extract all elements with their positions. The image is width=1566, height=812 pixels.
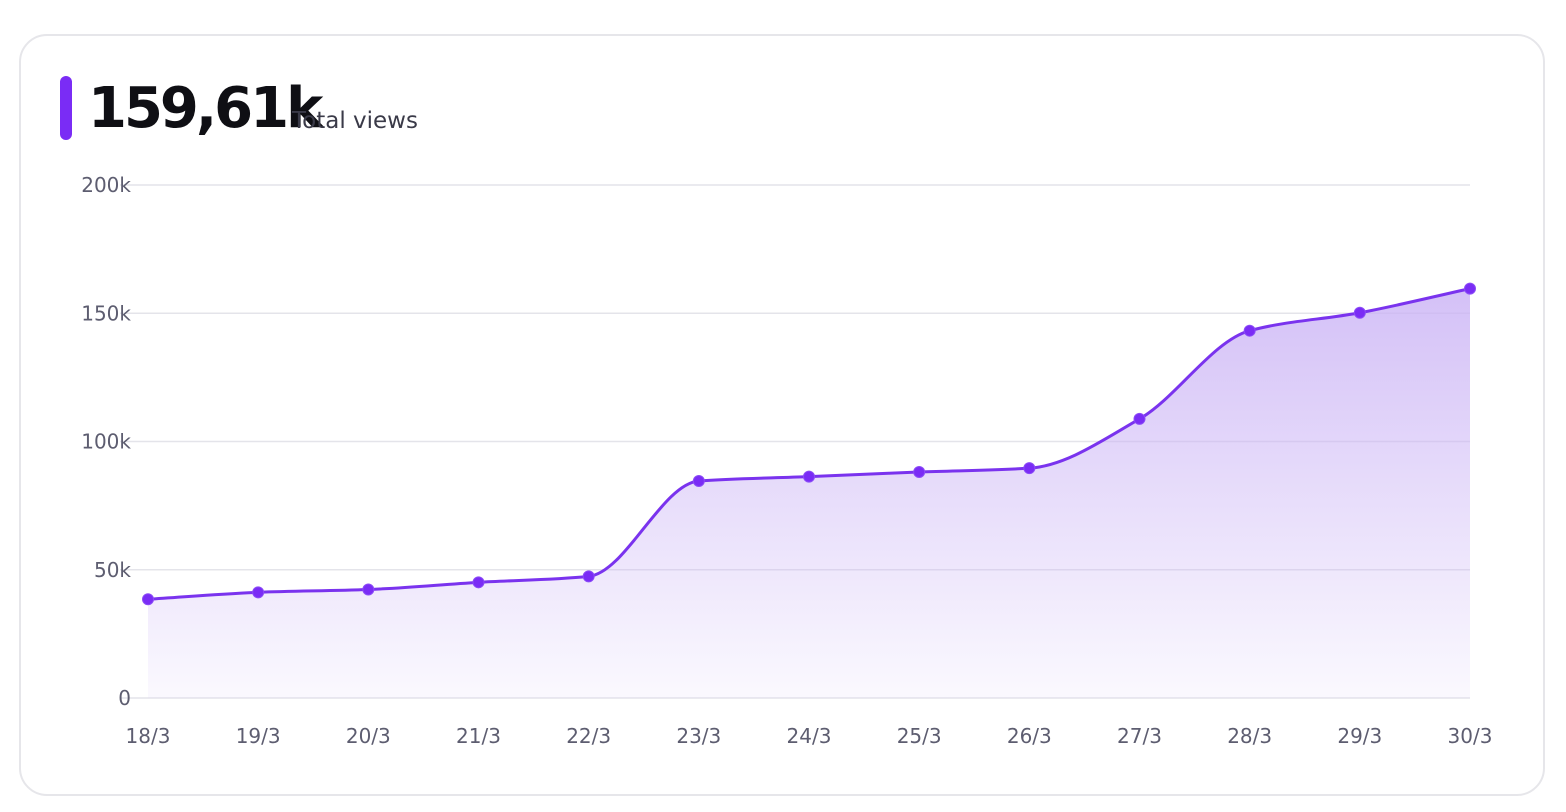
x-tick-label: 21/3 xyxy=(456,724,501,748)
x-tick-label: 22/3 xyxy=(566,724,611,748)
data-point[interactable] xyxy=(1464,282,1476,295)
data-point[interactable] xyxy=(142,593,154,606)
x-tick-label: 24/3 xyxy=(787,724,832,748)
x-tick-label: 27/3 xyxy=(1117,724,1162,748)
data-point[interactable] xyxy=(1353,306,1366,319)
data-point[interactable] xyxy=(1023,462,1036,475)
data-point[interactable] xyxy=(362,583,375,596)
data-point[interactable] xyxy=(472,576,485,589)
data-point[interactable] xyxy=(1243,324,1256,337)
y-axis-ticks: 0 50k 100k 150k 200k xyxy=(81,173,131,710)
data-point[interactable] xyxy=(692,475,705,488)
y-tick-label: 0 xyxy=(118,686,131,710)
total-views-label: Total views xyxy=(292,108,418,134)
series-area xyxy=(148,288,1470,698)
data-point[interactable] xyxy=(803,470,815,483)
data-point[interactable] xyxy=(1133,412,1146,425)
x-tick-label: 18/3 xyxy=(126,724,171,748)
x-tick-label: 23/3 xyxy=(676,724,721,748)
data-point[interactable] xyxy=(582,570,595,583)
x-axis-ticks: 18/3 19/3 20/3 21/3 22/3 23/3 24/3 25/3 26/3 27/3… xyxy=(126,724,1493,748)
accent-bar xyxy=(60,76,72,140)
total-views-value: 159,61k xyxy=(88,76,323,141)
x-tick-label: 26/3 xyxy=(1007,724,1052,748)
x-tick-label: 29/3 xyxy=(1337,724,1382,748)
x-tick-label: 20/3 xyxy=(346,724,391,748)
x-tick-label: 25/3 xyxy=(897,724,942,748)
x-tick-label: 30/3 xyxy=(1448,724,1493,748)
x-tick-label: 28/3 xyxy=(1227,724,1272,748)
y-tick-label: 200k xyxy=(81,173,131,197)
x-tick-label: 19/3 xyxy=(236,724,281,748)
data-points xyxy=(142,282,1476,606)
y-tick-label: 50k xyxy=(94,558,131,582)
data-point[interactable] xyxy=(913,466,926,479)
data-point[interactable] xyxy=(252,586,265,599)
y-tick-label: 150k xyxy=(81,301,131,325)
y-tick-label: 100k xyxy=(81,430,131,454)
